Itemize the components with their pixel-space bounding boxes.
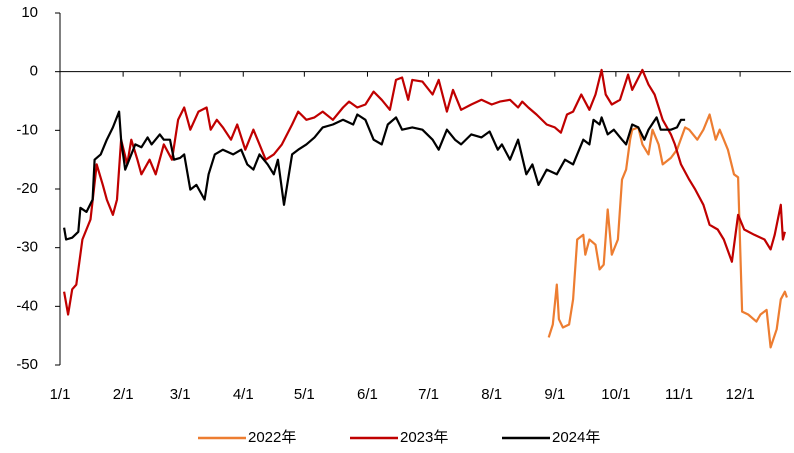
legend-item: 2024年 <box>502 429 600 446</box>
x-tick-label: 12/1 <box>725 386 754 403</box>
x-tick-label: 9/1 <box>544 386 565 403</box>
y-tick-label: 10 <box>21 4 38 21</box>
x-tick-label: 5/1 <box>294 386 315 403</box>
legend-item: 2022年 <box>198 429 296 446</box>
legend-label: 2022年 <box>248 429 296 446</box>
x-tick-label: 3/1 <box>170 386 191 403</box>
y-tick-label: -20 <box>16 180 38 197</box>
x-tick-label: 8/1 <box>481 386 502 403</box>
x-tick-label: 2/1 <box>113 386 134 403</box>
series-line <box>547 113 788 349</box>
y-tick-label: -10 <box>16 121 38 138</box>
legend-item: 2023年 <box>350 429 448 446</box>
x-tick-label: 10/1 <box>601 386 630 403</box>
x-tick-label: 6/1 <box>357 386 378 403</box>
y-tick-label: -50 <box>16 356 38 373</box>
legend-label: 2024年 <box>552 429 600 446</box>
x-tick-label: 7/1 <box>418 386 439 403</box>
legend-label: 2023年 <box>400 429 448 446</box>
y-tick-label: 0 <box>30 63 38 80</box>
y-tick-label: -30 <box>16 239 38 256</box>
x-tick-label: 1/1 <box>50 386 71 403</box>
x-tick-label: 4/1 <box>233 386 254 403</box>
x-tick-label: 11/1 <box>665 386 693 403</box>
series-line <box>63 68 786 316</box>
series-line <box>63 110 686 241</box>
y-tick-label: -40 <box>16 297 38 314</box>
